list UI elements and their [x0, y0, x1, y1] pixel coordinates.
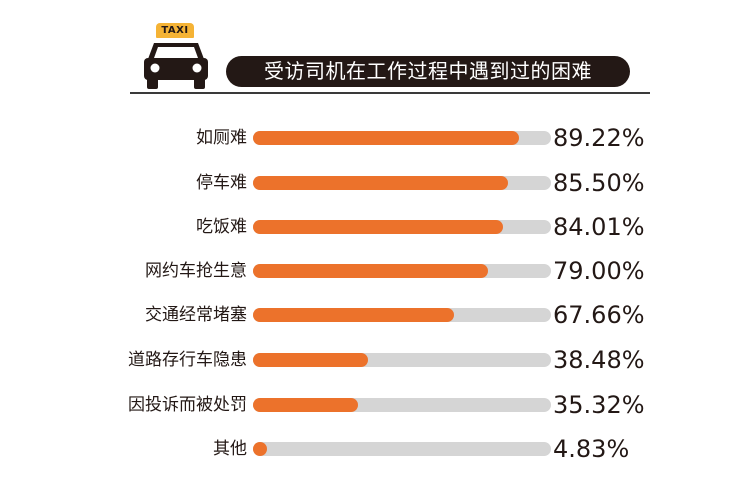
- bar-value: 84.01%: [553, 213, 645, 241]
- bar-fill: [253, 176, 508, 190]
- bar-row: 停车难 85.50%: [0, 168, 750, 198]
- bar-row: 网约车抢生意 79.00%: [0, 256, 750, 286]
- bar-row: 道路存行车隐患 38.48%: [0, 345, 750, 375]
- chart-title: 受访司机在工作过程中遇到过的困难: [226, 56, 630, 87]
- bar-track: [253, 131, 551, 145]
- bar-value: 89.22%: [553, 124, 645, 152]
- bar-track: [253, 176, 551, 190]
- bar-track: [253, 264, 551, 278]
- title-divider: [130, 92, 650, 94]
- bar-fill: [253, 442, 267, 456]
- bar-track: [253, 398, 551, 412]
- bar-row: 如厕难 89.22%: [0, 123, 750, 153]
- bar-value: 38.48%: [553, 346, 645, 374]
- bar-value: 79.00%: [553, 257, 645, 285]
- bar-label: 交通经常堵塞: [145, 305, 247, 325]
- bar-row: 吃饭难 84.01%: [0, 212, 750, 242]
- bar-fill: [253, 264, 488, 278]
- bar-row: 因投诉而被处罚 35.32%: [0, 390, 750, 420]
- bar-row: 交通经常堵塞 67.66%: [0, 300, 750, 330]
- bar-value: 35.32%: [553, 391, 645, 419]
- bar-label: 其他: [213, 439, 247, 459]
- taxi-sign: TAXI: [156, 23, 194, 38]
- bar-label: 因投诉而被处罚: [128, 395, 247, 415]
- bar-fill: [253, 308, 454, 322]
- bar-label: 网约车抢生意: [145, 261, 247, 281]
- car-icon: [144, 43, 208, 89]
- bar-label: 停车难: [196, 173, 247, 193]
- bar-fill: [253, 131, 519, 145]
- taxi-icon: TAXI: [142, 23, 210, 91]
- bar-fill: [253, 220, 503, 234]
- bar-value: 4.83%: [553, 435, 630, 463]
- bar-value: 85.50%: [553, 169, 645, 197]
- bar-label: 如厕难: [196, 128, 247, 148]
- bar-track: [253, 442, 551, 456]
- bar-track: [253, 308, 551, 322]
- bar-label: 吃饭难: [196, 217, 247, 237]
- bar-row: 其他 4.83%: [0, 434, 750, 464]
- bar-track: [253, 220, 551, 234]
- bar-fill: [253, 398, 358, 412]
- bar-track: [253, 353, 551, 367]
- bar-value: 67.66%: [553, 301, 645, 329]
- bar-label: 道路存行车隐患: [128, 350, 247, 370]
- bar-fill: [253, 353, 368, 367]
